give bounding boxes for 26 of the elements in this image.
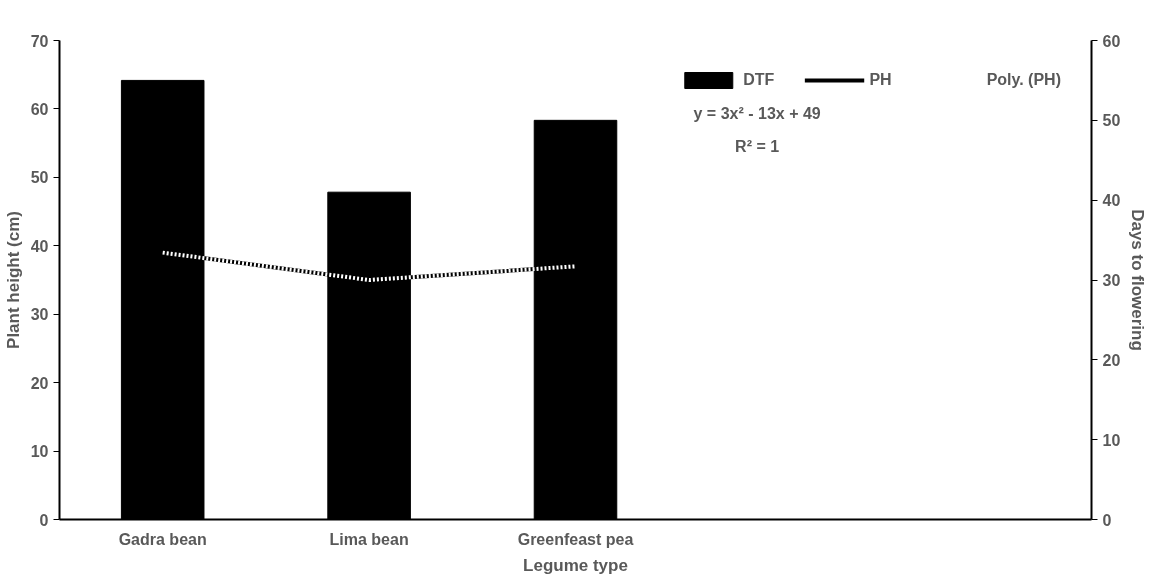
y-axis-title: Plant height (cm) <box>3 211 23 349</box>
y-tick-label: 50 <box>30 169 49 187</box>
x-tick-label: Greenfeast pea <box>517 530 634 548</box>
x-tick-label: Lima bean <box>329 530 409 548</box>
y2-axis-title: Days to flowering <box>1128 209 1148 351</box>
y2-tick-label: 20 <box>1102 351 1121 369</box>
y-tick-label: 10 <box>30 443 49 461</box>
y-tick-label: 60 <box>30 100 49 118</box>
y2-tick-label: 50 <box>1102 112 1121 130</box>
y-tick-label: 70 <box>30 32 49 50</box>
y2-tick-label: 10 <box>1102 431 1121 449</box>
y-tick-label: 30 <box>30 306 49 324</box>
y2-tick-label: 30 <box>1102 272 1121 289</box>
y2-tick-label: 60 <box>1102 32 1121 50</box>
x-tick-label: Gadra bean <box>118 530 207 548</box>
y-tick-label: 0 <box>39 511 49 529</box>
y-tick-label: 40 <box>30 237 49 255</box>
y-tick-label: 20 <box>30 374 49 392</box>
legend-label: DTF <box>743 71 775 89</box>
annotation: R² = 1 <box>735 138 780 156</box>
y2-tick-label: 40 <box>1102 192 1121 210</box>
x-axis-title: Legume type <box>523 555 628 575</box>
text: Poly. (PH) <box>986 71 1061 89</box>
legend-label: PH <box>869 71 892 89</box>
y2-tick-label: 0 <box>1102 511 1112 529</box>
annotation: y = 3x² - 13x + 49 <box>693 104 821 122</box>
